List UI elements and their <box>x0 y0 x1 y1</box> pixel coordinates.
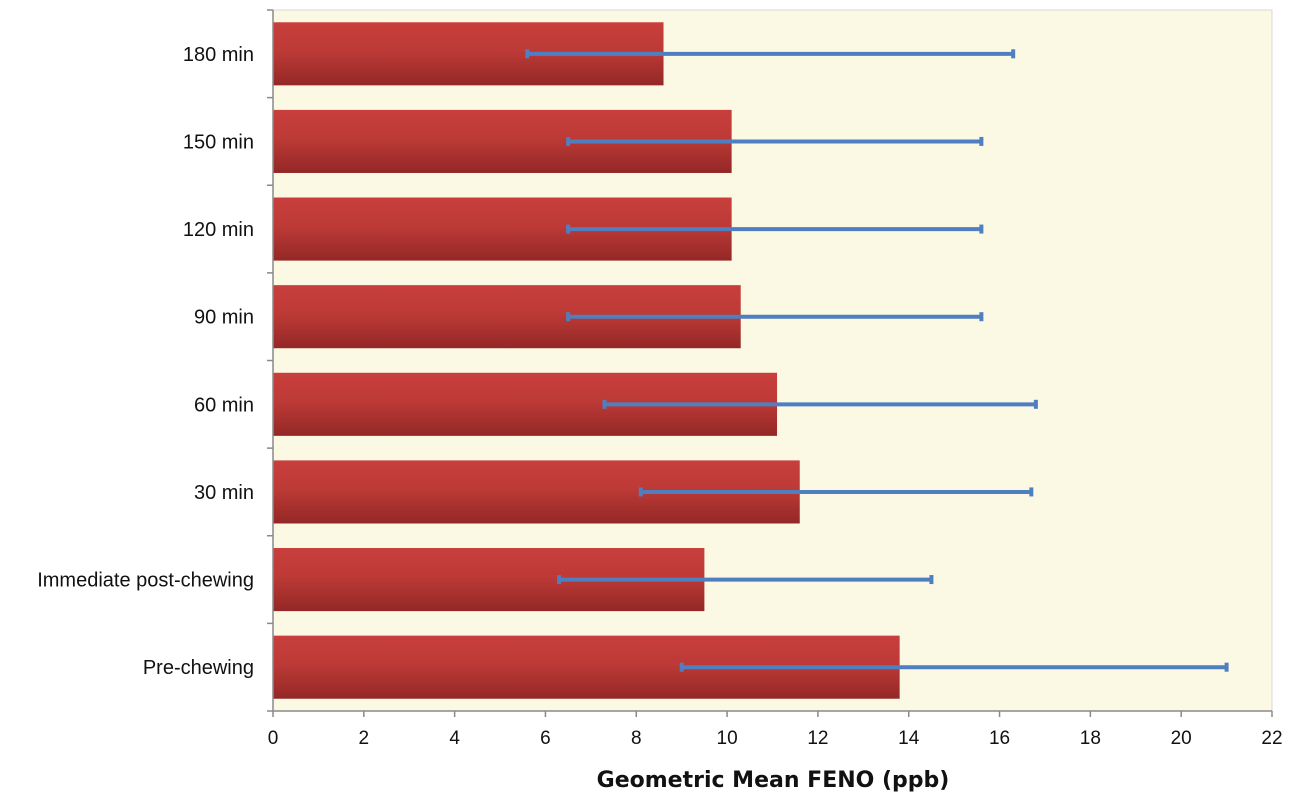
labels-layer: Pre-chewing Immediate post-chewing 30 min 6… <box>37 44 1282 749</box>
x-tick-label-11: 22 <box>1261 728 1282 749</box>
x-tick-label-10: 20 <box>1171 728 1192 749</box>
category-label-6: 150 min <box>183 131 254 153</box>
x-tick-label-3: 6 <box>540 728 551 749</box>
category-label-0: Pre-chewing <box>143 657 254 679</box>
category-label-3: 60 min <box>194 394 254 416</box>
x-tick-label-6: 12 <box>807 728 828 749</box>
x-tick-label-2: 4 <box>449 728 460 749</box>
x-tick-label-4: 8 <box>631 728 642 749</box>
category-label-2: 30 min <box>194 482 254 504</box>
x-axis-title: Geometric Mean FENO (ppb) <box>597 768 950 793</box>
axes-layer <box>267 9 1273 717</box>
x-tick-label-9: 18 <box>1080 728 1101 749</box>
category-label-1: Immediate post-chewing <box>37 570 254 592</box>
error-bars-layer <box>525 49 1229 672</box>
x-tick-label-5: 10 <box>717 728 738 749</box>
category-label-4: 90 min <box>194 307 254 329</box>
category-label-7: 180 min <box>183 44 254 66</box>
x-tick-label-1: 2 <box>359 728 370 749</box>
category-label-5: 120 min <box>183 219 254 241</box>
x-tick-label-0: 0 <box>268 728 279 749</box>
x-tick-label-7: 14 <box>898 728 920 749</box>
x-tick-label-8: 16 <box>989 728 1010 749</box>
